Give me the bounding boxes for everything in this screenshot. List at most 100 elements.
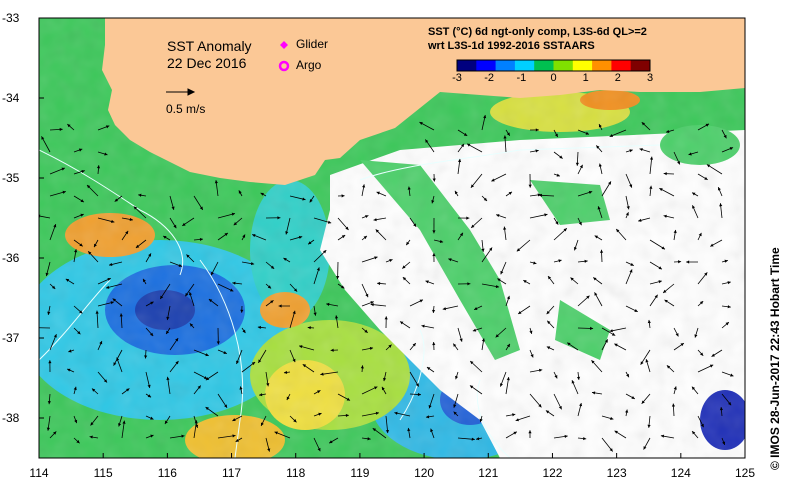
current-vector-head — [109, 262, 113, 267]
current-vector-head — [257, 325, 262, 329]
current-vector-head — [369, 346, 374, 350]
current-vector-head — [46, 427, 50, 431]
current-vector-head — [41, 136, 45, 140]
current-vector-head — [164, 420, 168, 425]
current-vector-head — [528, 430, 532, 434]
current-vectors — [39, 114, 734, 452]
current-vector-head — [432, 230, 436, 234]
current-vector-head — [727, 281, 731, 285]
current-vector-head — [309, 199, 313, 203]
current-vector-head — [430, 428, 434, 432]
x-tick-label: 123 — [606, 466, 627, 480]
current-vector-head — [554, 375, 558, 379]
current-vector-head — [585, 131, 590, 135]
current-vector-head — [645, 359, 649, 363]
colorbar-segment — [534, 60, 554, 71]
colorbar-tick-label: 2 — [614, 72, 621, 84]
current-vector-head — [53, 431, 57, 435]
current-vector-head — [105, 125, 110, 129]
current-vector-head — [199, 206, 203, 210]
current-vector-head — [629, 149, 633, 153]
current-vector-head — [719, 407, 724, 411]
current-vector-head — [147, 384, 151, 389]
current-vector-head — [74, 419, 78, 424]
current-vector-head — [223, 350, 227, 354]
current-vector-head — [142, 278, 146, 283]
current-vector-head — [73, 386, 77, 391]
current-vector-head — [495, 284, 500, 289]
colorbar-tick-label: -3 — [452, 72, 462, 84]
current-vector-head — [466, 143, 471, 147]
colorbar-segment — [457, 60, 477, 71]
current-vector-head — [59, 127, 63, 132]
current-vector-head — [317, 390, 321, 394]
current-vector-head — [545, 410, 550, 414]
current-vector-head — [481, 248, 485, 252]
current-vector-head — [384, 316, 388, 320]
current-vector-head — [175, 361, 179, 365]
current-vector-head — [724, 259, 728, 263]
current-vector-head — [235, 438, 240, 442]
current-vector-head — [383, 377, 387, 382]
current-vector-head — [74, 249, 78, 253]
current-vector-head — [523, 280, 527, 284]
current-vector-head — [558, 405, 562, 410]
current-vector-head — [229, 288, 234, 292]
current-vector-head — [293, 288, 298, 292]
current-vector-head — [530, 354, 534, 358]
current-vector-head — [413, 223, 417, 227]
current-vector-head — [112, 298, 116, 302]
current-vector-head — [113, 362, 117, 366]
current-vector-head — [616, 229, 620, 233]
current-vector-head — [673, 229, 677, 234]
current-vector-head — [661, 246, 665, 250]
current-vector-head — [638, 218, 642, 222]
current-vector-head — [729, 147, 734, 151]
current-vector-head — [238, 190, 242, 194]
current-vector-head — [609, 329, 613, 333]
current-vector-head — [89, 435, 93, 439]
current-vector-head — [626, 206, 630, 210]
current-vector-head — [709, 364, 714, 368]
current-vector-head — [239, 386, 243, 390]
current-vector-head — [528, 184, 532, 188]
current-vector-head — [432, 309, 436, 313]
current-vector-head — [647, 424, 651, 428]
current-vector-head — [641, 122, 646, 126]
current-vector-head — [53, 224, 57, 228]
colorbar-segment — [514, 60, 535, 71]
current-vector-head — [506, 343, 510, 348]
current-vector-head — [675, 333, 679, 337]
current-vector-head — [700, 423, 704, 428]
current-vector-head — [126, 388, 130, 392]
argo-label: Argo — [296, 58, 322, 72]
current-vector-head — [554, 133, 558, 137]
current-vector-head — [251, 362, 256, 366]
current-vector-head — [673, 386, 677, 390]
vector-scale-label: 0.5 m/s — [166, 102, 206, 116]
current-vector-head — [341, 194, 345, 198]
x-tick-label: 116 — [157, 466, 177, 480]
current-vector-head — [692, 431, 696, 435]
current-vector-head — [727, 401, 732, 406]
current-vector-head — [96, 165, 101, 169]
current-vector-head — [630, 262, 634, 266]
current-vector-head — [260, 422, 264, 426]
current-vector-head — [722, 441, 726, 445]
current-vector-head — [496, 214, 500, 218]
current-vector-head — [188, 291, 192, 296]
current-vector-head — [51, 285, 56, 289]
current-vector-head — [402, 265, 406, 269]
current-vector-head — [455, 375, 459, 380]
current-vector-head — [119, 313, 123, 317]
current-vector-head — [62, 190, 66, 194]
current-vector-head — [205, 353, 209, 357]
current-vector-head — [626, 373, 629, 378]
current-vector-head — [232, 281, 236, 285]
colorbar-tick-label: 3 — [646, 72, 654, 84]
current-vector-head — [421, 324, 425, 328]
current-vector-head — [649, 156, 654, 160]
current-vector-head — [81, 169, 85, 174]
current-vector-head — [614, 343, 618, 347]
scale-arrow — [166, 88, 196, 96]
